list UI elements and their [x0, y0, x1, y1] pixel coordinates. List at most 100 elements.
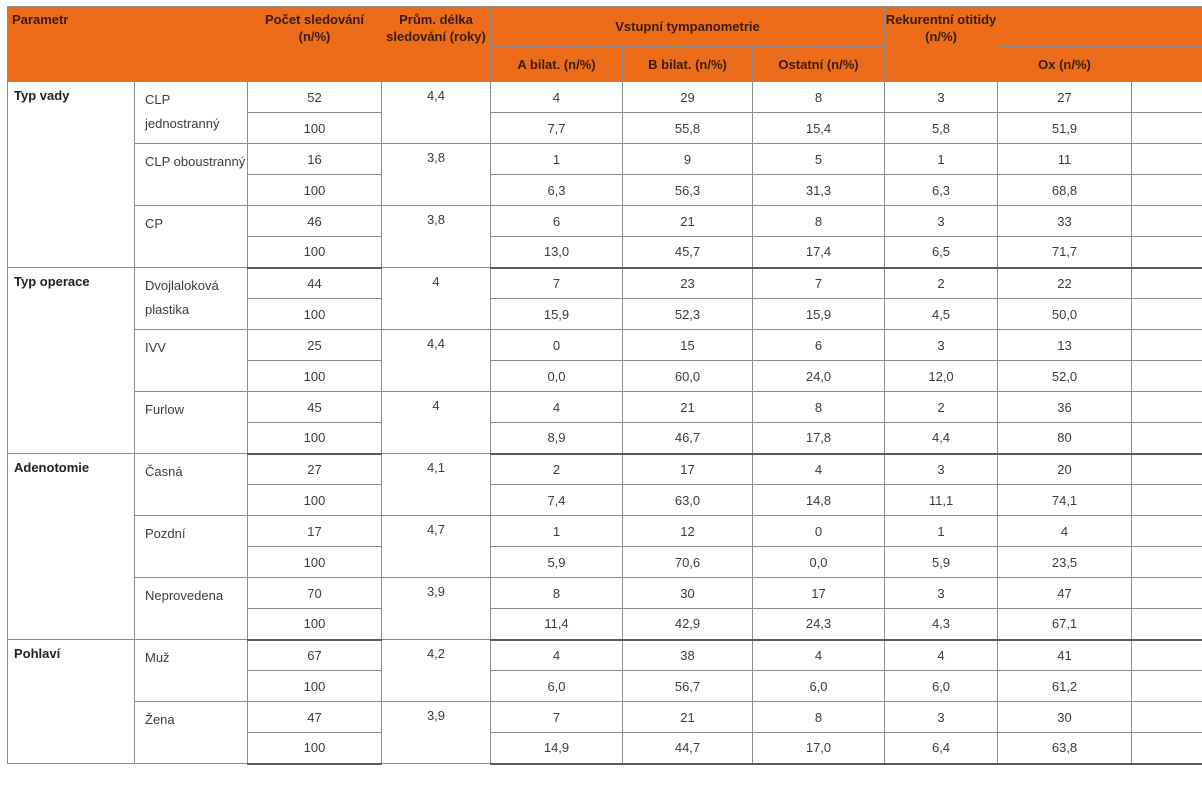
a-bilat-cell: 7,4 [490, 484, 623, 516]
header-rekurentni: Rekurentní otitidy (n/%) [884, 6, 999, 82]
count-cell: 45 [247, 391, 382, 423]
table-row: 100 7,4 63,0 14,8 11,1 74,1 [8, 484, 1202, 516]
a-bilat-cell: 1 [490, 143, 623, 175]
table-row: Furlow 45 4 4 21 8 2 36 [8, 391, 1202, 454]
a-bilat-cell: 13,0 [490, 236, 623, 269]
count-cell: 25 [247, 329, 382, 361]
b-bilat-cell: 44,7 [622, 732, 753, 765]
ostatni-cell: 0,0 [751, 546, 886, 578]
b-bilat-cell: 15 [622, 329, 753, 361]
rekurentni-cell: 6,0 [884, 670, 999, 702]
ostatni-cell: 4 [751, 453, 886, 485]
header-a-bilat: A bilat. (n/%) [490, 46, 623, 82]
ox-cell: 68,8 [997, 174, 1133, 206]
ostatni-cell: 8 [751, 81, 886, 113]
header-parametr: Parametr [7, 6, 248, 82]
a-bilat-cell: 0 [490, 329, 623, 361]
row-label: Časná [134, 453, 248, 516]
b-bilat-cell: 42,9 [622, 608, 753, 641]
blank-cell [1131, 546, 1202, 578]
rekurentni-cell: 4 [884, 639, 999, 671]
blank-cell [1131, 670, 1202, 702]
table-row: Pozdní 17 4,7 1 12 0 1 4 [8, 515, 1202, 578]
rekurentni-cell: 2 [884, 391, 999, 423]
b-bilat-cell: 46,7 [622, 422, 753, 455]
blank-cell [1131, 329, 1202, 361]
count-cell: 70 [247, 577, 382, 609]
ostatni-cell: 17,4 [751, 236, 886, 269]
count-cell: 100 [247, 112, 382, 144]
a-bilat-cell: 6,3 [490, 174, 623, 206]
blank-cell [1131, 143, 1202, 175]
b-bilat-cell: 55,8 [622, 112, 753, 144]
blank-cell [1131, 453, 1202, 485]
group-label: Typ vady [7, 81, 135, 268]
table-row: 100 14,9 44,7 17,0 6,4 63,8 [8, 732, 1202, 765]
count-cell: 46 [247, 205, 382, 237]
b-bilat-cell: 30 [622, 577, 753, 609]
a-bilat-cell: 7 [490, 267, 623, 299]
group-label: Adenotomie [7, 453, 135, 640]
header-empty [997, 6, 1202, 47]
rekurentni-cell: 5,9 [884, 546, 999, 578]
ostatni-cell: 8 [751, 701, 886, 733]
table-row: Pohlaví Muž 67 4,2 4 38 4 4 41 [7, 639, 1202, 764]
blank-cell [1131, 391, 1202, 423]
ostatni-cell: 8 [751, 205, 886, 237]
duration-cell: 3,9 [381, 701, 491, 764]
row-label: Muž [134, 639, 248, 702]
ox-cell: 4 [997, 515, 1133, 547]
count-cell: 100 [247, 174, 382, 206]
a-bilat-cell: 11,4 [490, 608, 623, 641]
row-label: Furlow [134, 391, 248, 454]
table-row: Žena 47 3,9 7 21 8 3 30 [8, 701, 1202, 764]
duration-cell: 3,8 [381, 143, 491, 206]
count-cell: 27 [247, 453, 382, 485]
table-row: IVV 25 4,4 0 15 6 3 13 [8, 329, 1202, 392]
a-bilat-cell: 8 [490, 577, 623, 609]
count-cell: 100 [247, 670, 382, 702]
blank-cell [1131, 639, 1202, 671]
table-row: 100 11,4 42,9 24,3 4,3 67,1 [8, 608, 1202, 641]
ox-cell: 50,0 [997, 298, 1133, 330]
rekurentni-cell: 4,5 [884, 298, 999, 330]
table-header: Parametr Počet sledování (n/%) Prům. dél… [7, 6, 1202, 82]
count-cell: 17 [247, 515, 382, 547]
ox-cell: 36 [997, 391, 1133, 423]
blank-cell [1131, 174, 1202, 206]
count-cell: 16 [247, 143, 382, 175]
duration-cell: 4 [381, 267, 491, 330]
count-cell: 47 [247, 701, 382, 733]
ostatni-cell: 5 [751, 143, 886, 175]
ox-cell: 63,8 [997, 732, 1133, 765]
ox-cell: 52,0 [997, 360, 1133, 392]
b-bilat-cell: 23 [622, 267, 753, 299]
duration-cell: 4,7 [381, 515, 491, 578]
blank-cell [1131, 515, 1202, 547]
count-cell: 100 [247, 484, 382, 516]
duration-cell: 4,2 [381, 639, 491, 702]
ostatni-cell: 14,8 [751, 484, 886, 516]
duration-cell: 4,4 [381, 81, 491, 144]
table-row: 100 0,0 60,0 24,0 12,0 52,0 [8, 360, 1202, 392]
blank-cell [1131, 484, 1202, 516]
a-bilat-cell: 15,9 [490, 298, 623, 330]
row-label: Žena [134, 701, 248, 764]
ostatni-cell: 15,4 [751, 112, 886, 144]
ox-cell: 22 [997, 267, 1133, 299]
b-bilat-cell: 52,3 [622, 298, 753, 330]
b-bilat-cell: 17 [622, 453, 753, 485]
ostatni-cell: 8 [751, 391, 886, 423]
b-bilat-cell: 60,0 [622, 360, 753, 392]
ox-cell: 33 [997, 205, 1133, 237]
ostatni-cell: 4 [751, 639, 886, 671]
ox-cell: 13 [997, 329, 1133, 361]
b-bilat-cell: 70,6 [622, 546, 753, 578]
group-label: Typ operace [7, 267, 135, 454]
blank-cell [1131, 267, 1202, 299]
header-b-bilat: B bilat. (n/%) [622, 46, 753, 82]
b-bilat-cell: 29 [622, 81, 753, 113]
blank-cell [1131, 81, 1202, 113]
a-bilat-cell: 2 [490, 453, 623, 485]
row-label: CLP oboustranný [134, 143, 248, 206]
